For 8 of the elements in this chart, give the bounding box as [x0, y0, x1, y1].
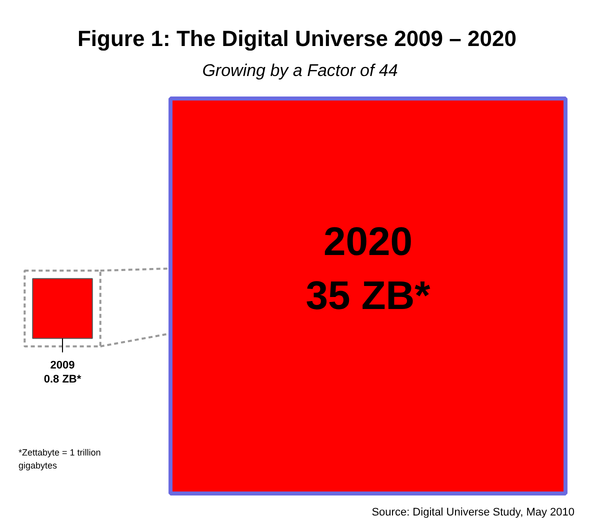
- data-label: 0.8 ZB*: [44, 373, 82, 386]
- text: *Zettabyte = 1 trillion gigabytes: [18, 448, 101, 470]
- data-label: 35 ZB*: [306, 274, 431, 318]
- text: Figure 1: The Digital Universe 2009 – 2020: [77, 26, 516, 51]
- source-note: Source: Digital Universe Study, May 2010: [372, 506, 574, 518]
- category-label: 2020: [324, 220, 412, 264]
- text: Growing by a Factor of 44: [202, 61, 398, 80]
- category-label: 2009: [50, 359, 75, 372]
